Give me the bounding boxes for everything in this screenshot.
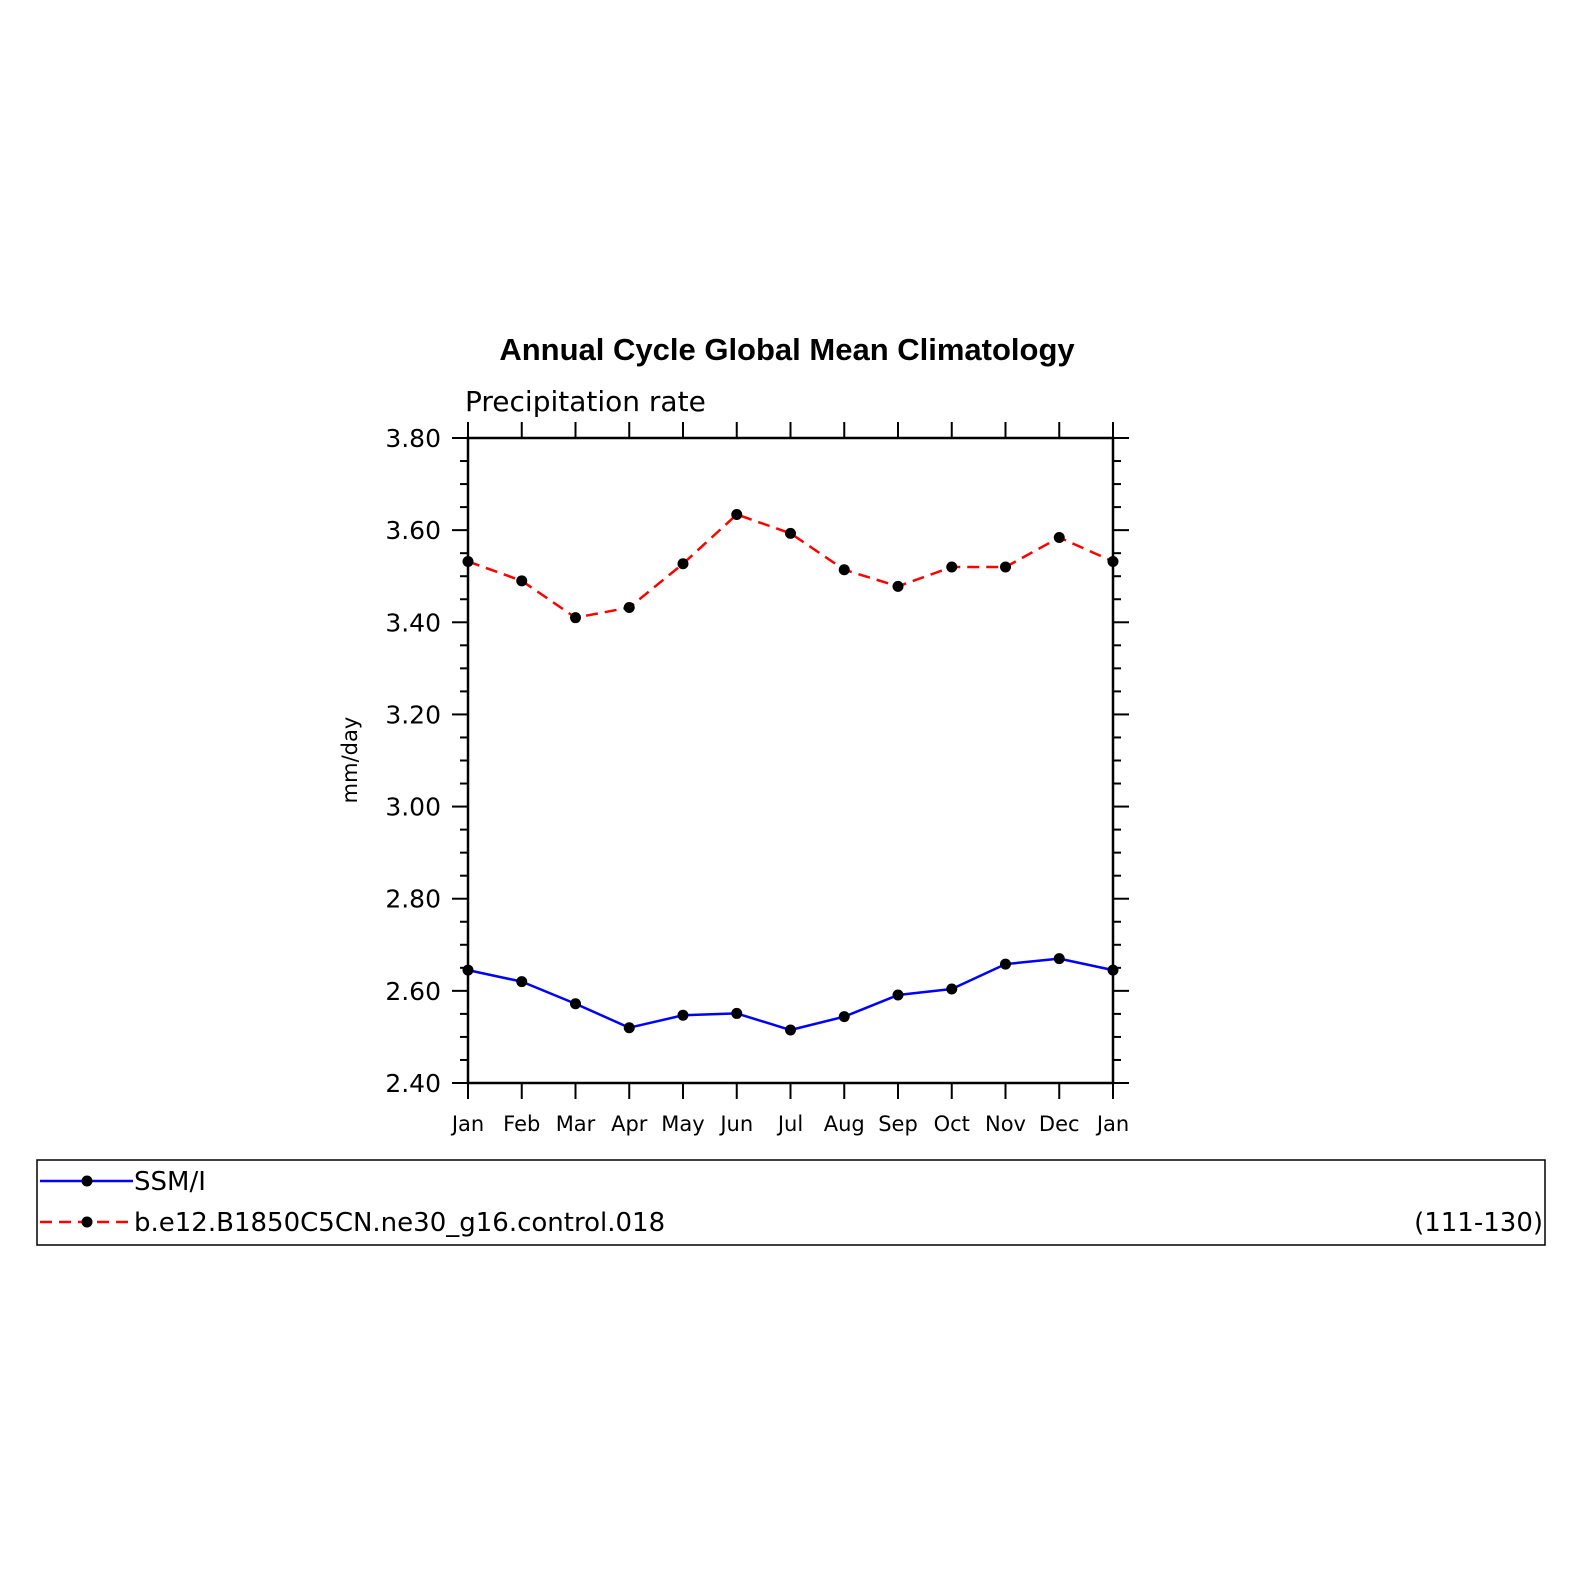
legend-swatch-marker-model [81,1216,93,1228]
x-tick-label: Jan [450,1112,484,1136]
data-point [785,1024,796,1036]
y-tick-label: 2.40 [385,1069,441,1098]
axes: 2.40 2.60 2.80 3.00 3.20 3.40 3.60 3.80 Jan Feb Ma… [385,422,1129,1136]
x-tick-label: Jul [776,1112,803,1136]
y-tick-label: 2.60 [385,977,441,1006]
chart-subtitle: Precipitation rate [465,385,706,418]
data-point [1053,953,1065,965]
data-point [731,508,743,520]
x-tick-label: Oct [934,1112,970,1136]
x-tick-label: Feb [503,1112,540,1136]
data-point [731,1007,743,1019]
x-tick-label: Mar [556,1112,596,1136]
x-tick-label: May [661,1112,704,1136]
data-point [1107,964,1119,976]
data-point [1053,532,1065,544]
x-tick-label: Jan [1095,1112,1129,1136]
legend-label-ssmi: SSM/I [134,1167,206,1197]
x-tick-label: Dec [1039,1112,1080,1136]
y-tick-label: 3.80 [385,424,441,453]
data-point [838,1011,850,1023]
y-axis-label: mm/day [338,717,362,804]
data-point [838,564,850,576]
data-point [462,555,474,567]
y-tick-label: 2.80 [385,885,441,914]
legend: SSM/I b.e12.B1850C5CN.ne30_g16.control.0… [36,1159,1546,1246]
legend-box [36,1159,1546,1246]
data-point [623,602,635,614]
x-tick-label: Nov [985,1112,1026,1136]
data-point [516,575,528,587]
series-group [462,508,1119,1036]
legend-note-model: (111-130) [1414,1208,1543,1238]
x-tick-label: Jun [718,1112,753,1136]
y-tick-label: 3.60 [385,516,441,545]
data-point [946,561,958,573]
x-tick-label: Sep [878,1112,918,1136]
data-point [892,989,904,1001]
data-point [1000,561,1011,573]
data-point [516,976,528,988]
data-point [785,527,796,539]
legend-label-model: b.e12.B1850C5CN.ne30_g16.control.018 [134,1208,665,1238]
data-point [462,964,474,976]
y-tick-label: 3.00 [385,793,441,822]
y-tick-label: 3.20 [385,700,441,729]
data-point [946,983,958,995]
data-point [1107,555,1119,567]
x-tick-label: Apr [611,1112,648,1136]
series-line-0 [467,957,1114,1032]
data-point [677,558,689,570]
legend-swatch-marker-ssmi [81,1175,93,1187]
x-tick-label: Aug [824,1112,865,1136]
data-point [623,1022,635,1034]
data-point [570,998,581,1010]
data-point [570,612,581,624]
y-tick-label: 3.40 [385,608,441,637]
data-point [677,1009,689,1021]
data-point [892,580,904,592]
data-point [1000,958,1011,970]
chart-title: Annual Cycle Global Mean Climatology [499,332,1075,367]
